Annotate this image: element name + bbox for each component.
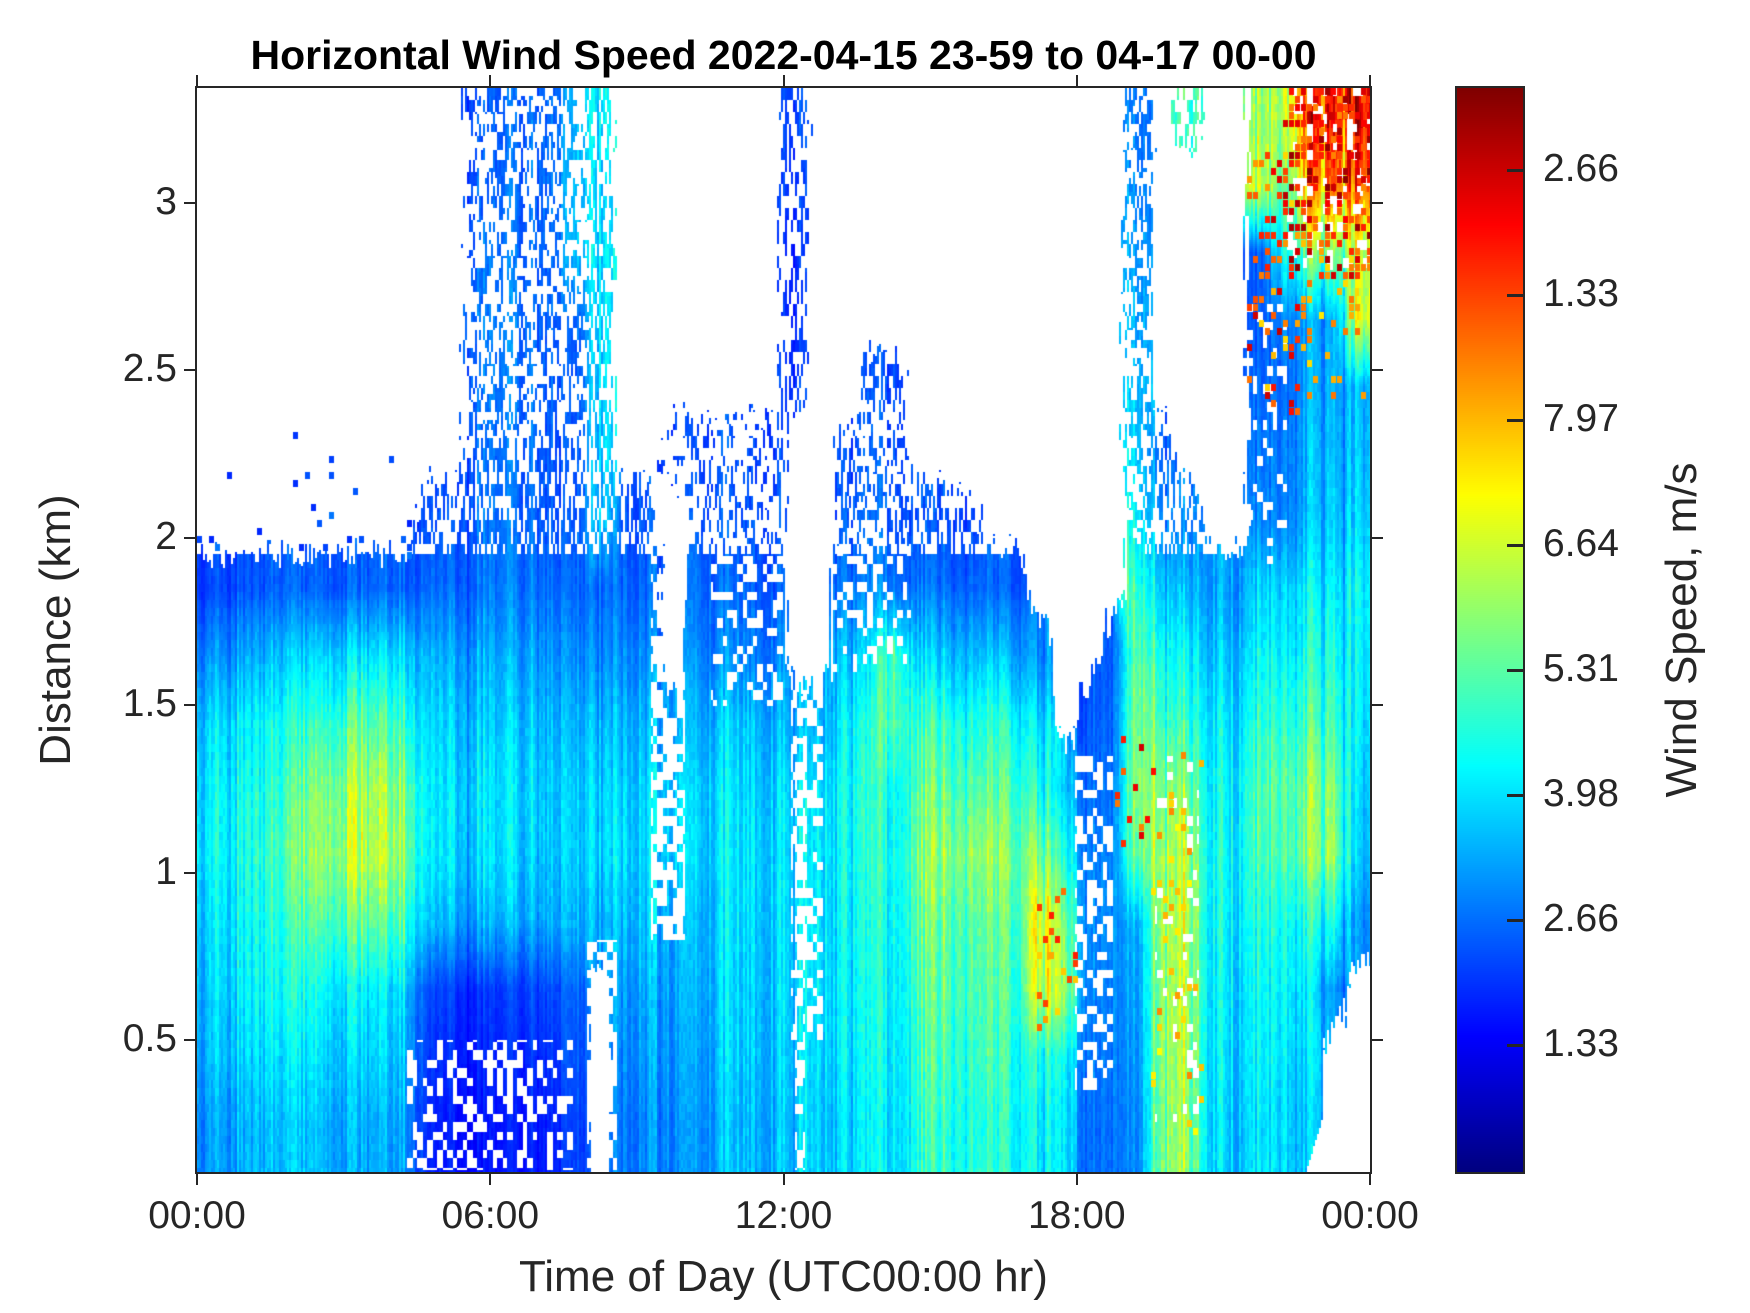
colorbar-tick bbox=[1507, 168, 1523, 172]
y-tick-label: 1.5 bbox=[122, 682, 177, 726]
colorbar-label: Wind Speed, m/s bbox=[1657, 462, 1706, 798]
colorbar-tick-label: 5.31 bbox=[1543, 646, 1619, 690]
x-tick-mirror bbox=[1369, 75, 1371, 88]
x-tick-label: 18:00 bbox=[1027, 1194, 1126, 1237]
colorbar-tick-label: 6.64 bbox=[1543, 522, 1619, 565]
y-tick-label: 2 bbox=[155, 514, 177, 558]
colorbar-tick-label: 7.97 bbox=[1543, 397, 1619, 441]
x-tick-mirror bbox=[782, 75, 785, 88]
x-tick-label: 00:00 bbox=[1321, 1194, 1419, 1237]
y-tick-mirror bbox=[1370, 871, 1383, 874]
y-tick-mirror bbox=[1370, 369, 1383, 372]
y-tick bbox=[184, 536, 197, 539]
y-tick bbox=[184, 871, 197, 874]
colorbar-tick bbox=[1507, 918, 1523, 922]
colorbar-tick bbox=[1507, 793, 1523, 797]
x-tick-mirror bbox=[489, 75, 492, 88]
x-tick bbox=[196, 1172, 198, 1185]
x-tick bbox=[1369, 1172, 1371, 1185]
x-tick-label: 00:00 bbox=[148, 1194, 246, 1237]
x-tick bbox=[489, 1172, 492, 1185]
x-tick bbox=[1075, 1172, 1078, 1185]
heatmap-canvas bbox=[197, 88, 1370, 1172]
x-tick-mirror bbox=[196, 75, 198, 88]
x-axis-label: Time of Day (UTC00:00 hr) bbox=[519, 1252, 1048, 1301]
colorbar-gradient bbox=[1457, 88, 1523, 1172]
colorbar-tick-label: 3.98 bbox=[1543, 771, 1619, 815]
colorbar-tick-label: 1.33 bbox=[1543, 1022, 1619, 1066]
colorbar-tick bbox=[1507, 1044, 1523, 1048]
y-tick-label: 2.5 bbox=[122, 347, 177, 391]
x-tick-label: 12:00 bbox=[734, 1194, 833, 1237]
y-tick bbox=[184, 1039, 197, 1042]
colorbar-tick bbox=[1507, 668, 1523, 672]
colorbar-tick bbox=[1507, 293, 1523, 297]
x-tick-label: 06:00 bbox=[441, 1194, 540, 1237]
y-tick-mirror bbox=[1370, 704, 1383, 707]
y-tick bbox=[184, 704, 197, 707]
y-tick-label: 3 bbox=[155, 179, 177, 223]
colorbar-tick bbox=[1507, 419, 1523, 423]
x-tick bbox=[782, 1172, 785, 1185]
colorbar-tick-label: 2.66 bbox=[1543, 896, 1619, 940]
y-tick-mirror bbox=[1370, 1039, 1383, 1042]
y-tick-mirror bbox=[1370, 536, 1383, 539]
colorbar-tick-label: 1.33 bbox=[1543, 271, 1619, 315]
y-tick-mirror bbox=[1370, 201, 1383, 204]
colorbar-tick bbox=[1507, 544, 1523, 547]
colorbar-tick-label: 2.66 bbox=[1543, 146, 1619, 190]
y-tick bbox=[184, 369, 197, 372]
y-tick-label: 1 bbox=[155, 849, 177, 893]
y-tick-label: 0.5 bbox=[122, 1017, 177, 1061]
x-tick-mirror bbox=[1075, 75, 1078, 88]
y-tick bbox=[184, 201, 197, 204]
chart-title: Horizontal Wind Speed 2022-04-15 23-59 t… bbox=[250, 32, 1317, 78]
